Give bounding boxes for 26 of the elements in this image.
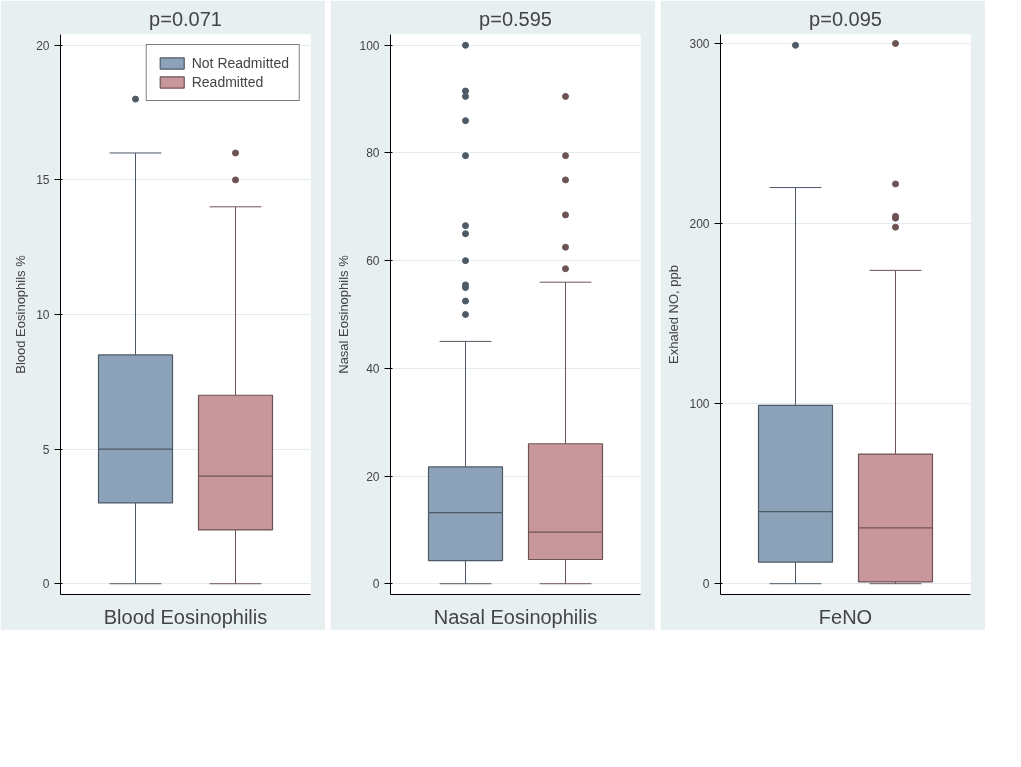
y-tick-label: 15 (36, 173, 50, 188)
y-tick-label: 40 (366, 361, 380, 376)
chart-title: p=0.595 (479, 7, 552, 30)
y-axis-title: Blood Eosinophils % (13, 254, 29, 374)
chart-title: p=0.095 (809, 7, 882, 30)
legend-label: Not Readmitted (191, 55, 289, 71)
y-tick-label: 100 (689, 397, 710, 412)
y-tick-label: 0 (372, 577, 380, 592)
y-tick-label: 100 (359, 38, 380, 53)
y-tick-label: 0 (42, 577, 50, 592)
text: Blood Eosinophilis (103, 605, 268, 628)
text: FeNO (818, 605, 873, 628)
y-tick-label: 300 (689, 37, 710, 51)
y-tick-label: 20 (366, 469, 380, 484)
y-tick-label: 5 (42, 442, 50, 457)
chart-title: p=0.071 (149, 7, 222, 30)
y-tick-label: 80 (366, 146, 380, 161)
y-tick-label: 60 (366, 254, 380, 269)
y-axis-title: Exhaled NO, ppb (666, 264, 682, 364)
y-tick-label: 0 (702, 577, 710, 592)
y-tick-label: 20 (36, 38, 50, 53)
y-tick-label: 200 (689, 217, 710, 232)
legend-label: Readmitted (191, 74, 264, 90)
y-tick-label: 10 (36, 308, 50, 322)
y-axis-title: Nasal Eosinophils % (336, 254, 352, 374)
text: Nasal Eosinophilis (433, 605, 598, 628)
